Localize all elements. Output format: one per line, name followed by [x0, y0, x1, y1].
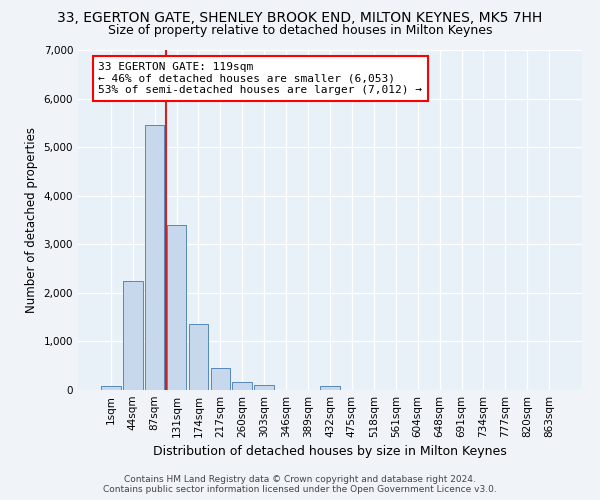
Bar — [123, 280, 143, 390]
Bar — [145, 126, 164, 390]
Bar — [254, 385, 274, 390]
Text: Contains HM Land Registry data © Crown copyright and database right 2024.
Contai: Contains HM Land Registry data © Crown c… — [103, 474, 497, 494]
Bar — [232, 382, 252, 390]
Bar — [167, 225, 187, 390]
Y-axis label: Number of detached properties: Number of detached properties — [25, 127, 38, 313]
Bar — [188, 324, 208, 390]
Text: 33 EGERTON GATE: 119sqm
← 46% of detached houses are smaller (6,053)
53% of semi: 33 EGERTON GATE: 119sqm ← 46% of detache… — [98, 62, 422, 95]
Bar — [211, 368, 230, 390]
Text: Size of property relative to detached houses in Milton Keynes: Size of property relative to detached ho… — [108, 24, 492, 37]
X-axis label: Distribution of detached houses by size in Milton Keynes: Distribution of detached houses by size … — [153, 446, 507, 458]
Bar — [101, 386, 121, 390]
Text: 33, EGERTON GATE, SHENLEY BROOK END, MILTON KEYNES, MK5 7HH: 33, EGERTON GATE, SHENLEY BROOK END, MIL… — [58, 11, 542, 25]
Bar — [320, 386, 340, 390]
